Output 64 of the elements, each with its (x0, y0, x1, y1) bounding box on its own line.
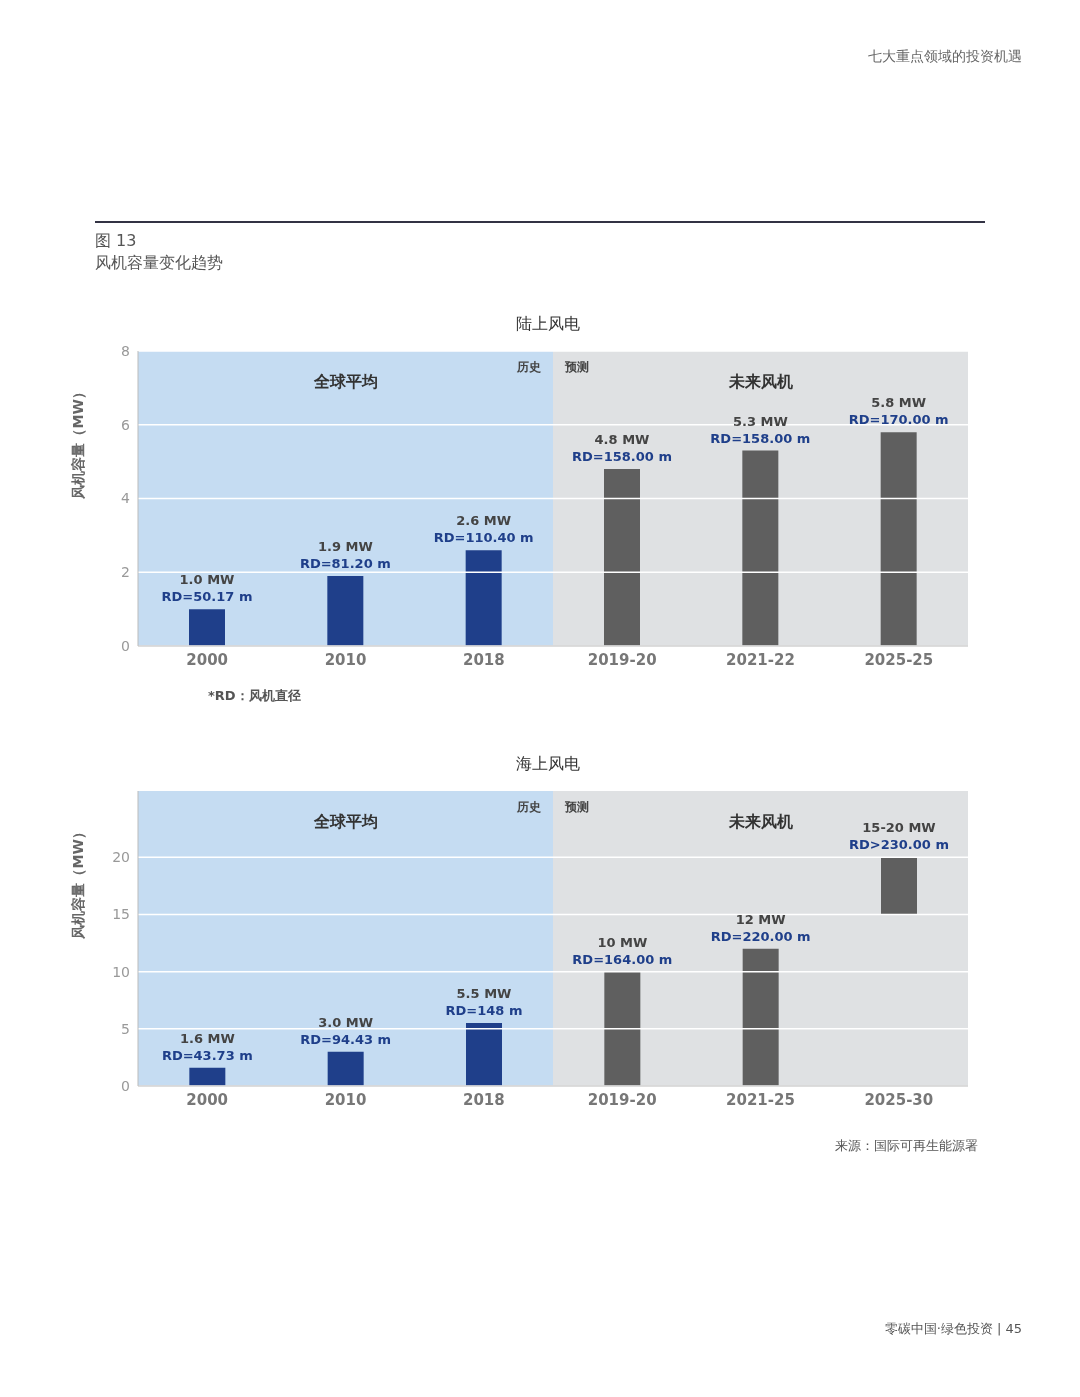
y-tick-label: 6 (121, 416, 131, 433)
x-tick-label: 2000 (186, 650, 229, 669)
y-tick-label: 4 (121, 490, 131, 507)
y-tick-label: 8 (121, 342, 130, 359)
source-note: 来源：国际可再生能源署 (834, 1137, 979, 1155)
chart-title: 海上风电 (515, 754, 581, 775)
y-tick-label: 10 (112, 963, 130, 980)
chart-title: 陆上风电 (515, 314, 581, 335)
data-label: 2.6 MW RD=110.40 m (433, 513, 534, 546)
bar (604, 469, 640, 646)
annotation: 未来风机 (727, 812, 793, 831)
data-label: 3.0 MW RD=94.43 m (300, 1014, 392, 1047)
bar (189, 1067, 226, 1086)
x-tick-label: 2018 (462, 1090, 505, 1109)
data-label: 1.9 MW RD=81.20 m (299, 538, 391, 571)
data-label: 12 MW RD=220.00 m (710, 911, 811, 944)
band-label: 历史 (516, 360, 541, 374)
bar (327, 575, 364, 646)
text: 风机容量变化趋势 (95, 252, 223, 274)
y-tick-label: 2 (121, 564, 130, 581)
bar (742, 450, 779, 646)
y-axis-title: 风机容量（MW） (69, 385, 86, 500)
x-tick-label: 2019-20 (587, 650, 657, 669)
x-tick-label: 2010 (324, 1090, 367, 1109)
x-tick-label: 2000 (186, 1090, 229, 1109)
data-label: 15-20 MW RD>230.00 m (849, 820, 949, 853)
x-tick-label: 2025-30 (864, 1090, 934, 1109)
band-label: 历史 (516, 800, 541, 814)
y-tick-label: 0 (121, 1077, 130, 1094)
bar (466, 1023, 502, 1086)
y-axis-title: 风机容量（MW） (69, 825, 86, 940)
y-tick-label: 20 (112, 849, 130, 866)
y-tick-label: 0 (121, 637, 130, 654)
text: 零碳中国·绿色投资 | 45 (884, 1320, 1022, 1338)
data-label: 1.0 MW RD=50.17 m (161, 572, 253, 605)
text: *RD：风机直径 (207, 687, 302, 705)
bar (881, 857, 917, 915)
bar (742, 948, 779, 1086)
bar (465, 550, 502, 646)
data-label: 5.3 MW RD=158.00 m (710, 413, 811, 446)
annotation: 全球平均 (312, 812, 378, 831)
data-label: 4.8 MW RD=158.00 m (572, 432, 672, 464)
x-tick-label: 2025-25 (864, 650, 934, 669)
annotation: 未来风机 (727, 372, 793, 391)
band-label: 预测 (564, 360, 589, 374)
x-tick-label: 2018 (462, 650, 505, 669)
data-label: 5.8 MW RD=170.00 m (848, 395, 949, 428)
y-tick-label: 5 (121, 1020, 130, 1037)
x-tick-label: 2010 (324, 650, 367, 669)
x-tick-label: 2021-22 (726, 650, 795, 669)
data-label: 10 MW RD=164.00 m (572, 934, 673, 967)
band-label: 预测 (564, 800, 589, 814)
text: 七大重点领域的投资机遇 (868, 48, 1022, 66)
data-label: 1.6 MW RD=43.73 m (161, 1030, 253, 1063)
bar (327, 1051, 364, 1086)
caption: 图 13 (95, 230, 138, 252)
bar (189, 609, 225, 646)
x-tick-label: 2021-25 (726, 1090, 795, 1109)
data-label: 5.5 MW RD=148 m (445, 986, 523, 1019)
y-tick-label: 15 (112, 906, 130, 923)
bar (604, 971, 641, 1086)
bar (880, 432, 917, 646)
annotation: 全球平均 (312, 372, 378, 391)
x-tick-label: 2019-20 (587, 1090, 657, 1109)
